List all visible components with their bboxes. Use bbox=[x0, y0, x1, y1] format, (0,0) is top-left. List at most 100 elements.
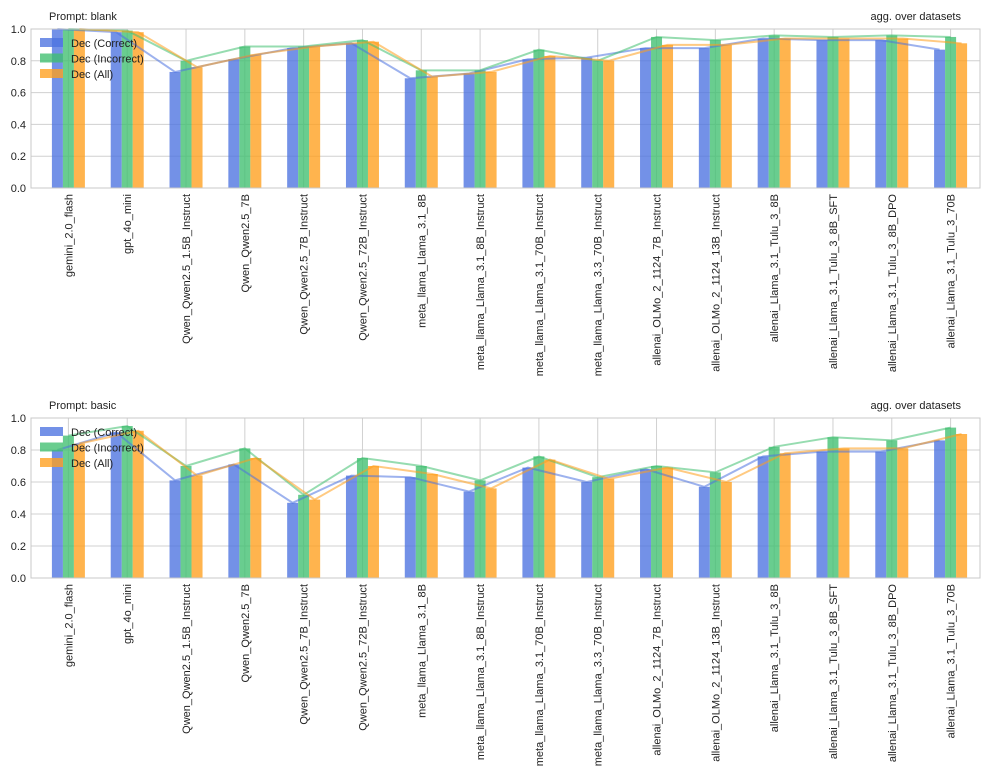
legend-label-correct: Dec (Correct) bbox=[71, 427, 137, 439]
bar-all bbox=[779, 453, 791, 578]
legend-label-all: Dec (All) bbox=[71, 458, 113, 470]
chart-panel: 0.0 0.2 0.4 0.6 0.8 1.0 gemini_2.0_flash gpt_4o… bbox=[11, 400, 981, 766]
y-tick-label: 0.0 bbox=[11, 183, 26, 195]
bar-incorrect bbox=[180, 466, 192, 578]
bar-correct bbox=[640, 469, 652, 578]
bar-incorrect bbox=[768, 35, 780, 188]
bar-all bbox=[367, 466, 379, 578]
x-tick-label: meta_llama_Llama_3.1_70B_Instruct bbox=[534, 584, 546, 766]
bar-incorrect bbox=[474, 480, 486, 578]
y-tick-label: 0.0 bbox=[11, 573, 26, 585]
x-tick-label: allenai_Llama_3.1_Tulu_3_8B bbox=[769, 584, 781, 732]
series-line-all bbox=[79, 429, 962, 501]
legend-swatch-correct bbox=[40, 427, 63, 436]
bar-all bbox=[720, 482, 732, 578]
x-tick-label: allenai_Llama_3.1_Tulu_3_70B bbox=[946, 194, 958, 348]
bar-correct bbox=[345, 43, 357, 189]
legend-swatch-all bbox=[40, 69, 63, 78]
bar-incorrect bbox=[298, 46, 310, 188]
bar-correct bbox=[522, 467, 534, 578]
x-tick-label: meta_llama_Llama_3.3_70B_Instruct bbox=[593, 584, 605, 766]
bar-all bbox=[603, 60, 615, 188]
plot-frame bbox=[30, 417, 981, 579]
bar-incorrect bbox=[180, 60, 192, 188]
bar-all bbox=[73, 443, 85, 578]
bar-all bbox=[779, 38, 791, 188]
bar-incorrect bbox=[415, 70, 427, 188]
bar-incorrect bbox=[298, 494, 310, 578]
y-tick-label: 0.6 bbox=[11, 477, 26, 489]
plot-frame bbox=[30, 28, 981, 189]
x-tick-label: meta_llama_Llama_3.1_70B_Instruct bbox=[534, 194, 546, 376]
x-tick-label: Qwen_Qwen2.5_7B bbox=[240, 194, 252, 292]
y-tick-label: 1.0 bbox=[11, 413, 26, 425]
legend: Dec (Correct) Dec (Incorrect) Dec (All) bbox=[40, 427, 144, 470]
bar-correct bbox=[757, 38, 769, 188]
bar-all bbox=[191, 475, 203, 578]
bar-correct bbox=[816, 451, 828, 578]
bar-all bbox=[956, 43, 968, 189]
bar-all bbox=[897, 38, 909, 188]
y-tick-label: 0.8 bbox=[11, 445, 26, 457]
legend-label-incorrect: Dec (Incorrect) bbox=[71, 54, 144, 66]
chart-panel: 0.0 0.2 0.4 0.6 0.8 1.0 gemini_2.0_flash gpt_4o… bbox=[11, 11, 981, 376]
bar-all bbox=[426, 474, 438, 578]
bar-incorrect bbox=[474, 70, 486, 188]
bar-correct bbox=[698, 48, 710, 188]
bar-correct bbox=[404, 78, 416, 188]
bar-correct bbox=[522, 59, 534, 189]
bar-incorrect bbox=[356, 458, 368, 578]
x-tick-label: Qwen_Qwen2.5_1.5B_Instruct bbox=[181, 584, 193, 734]
bar-all bbox=[426, 76, 438, 188]
bar-correct bbox=[169, 480, 181, 578]
x-tick-label: allenai_OLMo_2_1124_7B_Instruct bbox=[652, 194, 664, 366]
x-tick-label: Qwen_Qwen2.5_7B_Instruct bbox=[299, 194, 311, 335]
bar-correct bbox=[816, 40, 828, 188]
bar-correct bbox=[934, 49, 946, 188]
bar-correct bbox=[581, 57, 593, 189]
bar-incorrect bbox=[709, 472, 721, 578]
x-tick-label: Qwen_Qwen2.5_7B bbox=[240, 584, 252, 682]
bar-correct bbox=[228, 59, 240, 189]
series-line-all bbox=[79, 28, 962, 78]
bar-all bbox=[956, 434, 968, 578]
x-tick-label: meta_llama_Llama_3.1_8B_Instruct bbox=[475, 584, 487, 760]
bar-all bbox=[191, 67, 203, 188]
x-tick-label: meta_llama_Llama_3.3_70B_Instruct bbox=[593, 194, 605, 376]
bar-incorrect bbox=[415, 466, 427, 578]
y-tick-label: 0.4 bbox=[11, 119, 26, 131]
bar-all bbox=[309, 46, 321, 188]
x-tick-label: allenai_Llama_3.1_Tulu_3_70B bbox=[946, 584, 958, 738]
legend-label-all: Dec (All) bbox=[71, 69, 113, 81]
x-tick-label: allenai_OLMo_2_1124_7B_Instruct bbox=[652, 584, 664, 756]
bar-incorrect bbox=[651, 466, 663, 578]
bar-incorrect bbox=[592, 60, 604, 188]
bar-all bbox=[603, 478, 615, 578]
chart-title: Prompt: basic bbox=[49, 400, 117, 412]
bar-correct bbox=[345, 475, 357, 578]
series-line-incorrect bbox=[68, 28, 951, 72]
bar-incorrect bbox=[768, 446, 780, 578]
legend-swatch-correct bbox=[40, 38, 63, 47]
bar-correct bbox=[698, 486, 710, 578]
bar-correct bbox=[875, 451, 887, 578]
bar-incorrect bbox=[121, 30, 133, 189]
y-tick-label: 1.0 bbox=[11, 24, 26, 36]
bar-all bbox=[838, 448, 850, 578]
legend-swatch-all bbox=[40, 458, 63, 467]
bar-incorrect bbox=[886, 35, 898, 188]
bar-all bbox=[73, 29, 85, 188]
bar-all bbox=[720, 44, 732, 189]
bar-incorrect bbox=[239, 448, 251, 578]
chart-subtitle: agg. over datasets bbox=[870, 400, 961, 412]
bar-correct bbox=[463, 73, 475, 188]
x-tick-label: allenai_Llama_3.1_Tulu_3_8B_SFT bbox=[828, 584, 840, 759]
bar-incorrect bbox=[121, 426, 133, 578]
bar-incorrect bbox=[592, 477, 604, 578]
y-tick-label: 0.6 bbox=[11, 88, 26, 100]
x-tick-label: gpt_4o_mini bbox=[122, 194, 134, 254]
bar-incorrect bbox=[945, 36, 957, 189]
legend: Dec (Correct) Dec (Incorrect) Dec (All) bbox=[40, 38, 144, 81]
bar-correct bbox=[51, 29, 63, 188]
x-tick-label: gemini_2.0_flash bbox=[63, 584, 75, 667]
